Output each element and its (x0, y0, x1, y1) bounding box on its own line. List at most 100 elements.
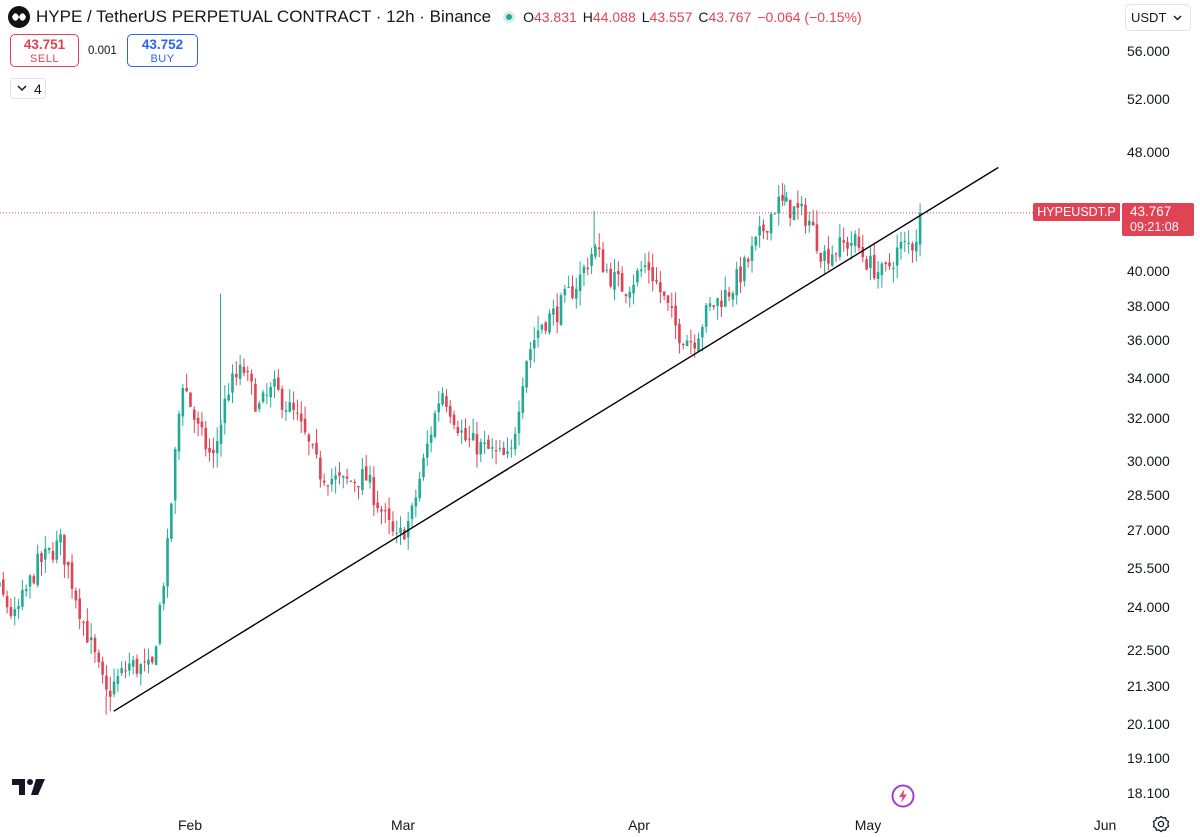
candle-up (341, 476, 345, 478)
trendline[interactable] (113, 166, 999, 712)
candle-up (410, 505, 414, 519)
candle-down (307, 434, 311, 442)
candle-up (162, 586, 166, 604)
candle-up (349, 480, 353, 482)
candle-down (303, 418, 307, 433)
candle-up (483, 442, 486, 445)
candle-up (743, 257, 746, 282)
candle-down (739, 266, 742, 283)
buy-price: 43.752 (141, 37, 184, 52)
candle-down (464, 428, 467, 441)
settings-icon[interactable] (1152, 815, 1170, 833)
chart-area[interactable] (0, 0, 1120, 806)
candle-down (200, 421, 204, 428)
price-change: −0.064 (−0.15%) (757, 9, 862, 25)
candle-up (773, 213, 777, 215)
candle-down (487, 439, 490, 449)
candle-up (785, 197, 788, 202)
last-price-value: 43.767 (1130, 204, 1172, 219)
candle-up (517, 411, 521, 434)
candle-up (441, 393, 444, 405)
candle-up (47, 547, 51, 551)
x-tick-label: Mar (390, 817, 416, 833)
candle-up (853, 234, 857, 246)
ohlc-close: C43.767 (698, 9, 752, 25)
candle-down (380, 509, 383, 512)
candle-down (555, 306, 559, 323)
candle-up (758, 226, 761, 236)
status-dot-icon (503, 11, 516, 23)
candle-down (647, 262, 651, 271)
candle-down (670, 306, 674, 308)
candle-down (322, 480, 326, 483)
candle-down (192, 409, 196, 420)
candle-up (830, 254, 834, 266)
candle-up (590, 254, 593, 266)
candle-up (685, 340, 689, 347)
candle-down (872, 254, 876, 279)
candle-up (36, 553, 39, 586)
symbol-title[interactable]: HYPE / TetherUS PERPETUAL CONTRACT · 12h… (36, 7, 492, 26)
candle-down (376, 502, 379, 509)
candle-down (250, 373, 253, 382)
candle-down (796, 203, 800, 208)
indicators-toggle-button[interactable]: 4 (10, 78, 46, 99)
candle-up (284, 410, 288, 412)
candle-down (468, 438, 471, 440)
candle-down (403, 529, 406, 540)
candle-up (529, 349, 532, 361)
candle-down (5, 595, 9, 608)
candles (0, 183, 922, 715)
currency-value: USDT (1131, 10, 1167, 25)
y-tick-label: 19.100 (1127, 750, 1170, 766)
candle-up (173, 449, 177, 501)
candle-down (617, 271, 620, 275)
candle-down (82, 621, 85, 623)
candle-down (846, 241, 849, 249)
candle-up (754, 236, 758, 246)
candle-up (490, 447, 494, 449)
candle-down (448, 405, 452, 417)
candle-up (716, 298, 719, 306)
candle-up (613, 272, 616, 290)
candle-up (498, 448, 502, 450)
candle-up (548, 313, 551, 333)
y-tick-label: 38.000 (1127, 298, 1170, 314)
candle-up (594, 246, 597, 257)
buy-button[interactable]: 43.752 BUY (127, 34, 198, 67)
candle-up (880, 263, 884, 276)
candle-down (597, 247, 601, 250)
x-tick-label: Apr (628, 817, 650, 833)
candle-down (353, 481, 357, 484)
symbol-price-tag: HYPEUSDT.P (1033, 203, 1120, 221)
candle-up (44, 548, 47, 560)
y-tick-label: 25.500 (1127, 560, 1170, 576)
candle-down (372, 477, 376, 506)
candle-up (540, 324, 544, 330)
candle-down (66, 561, 70, 566)
candle-down (888, 262, 891, 267)
candle-down (189, 392, 192, 407)
candle-up (750, 245, 754, 261)
sell-button[interactable]: 43.751 SELL (10, 34, 79, 67)
candle-down (78, 598, 81, 619)
candle-up (723, 289, 727, 307)
spread-value: 0.001 (88, 45, 117, 57)
flash-icon[interactable] (891, 784, 915, 808)
candle-up (704, 305, 708, 327)
candle-up (808, 220, 811, 226)
candle-down (659, 282, 662, 293)
candle-down (246, 370, 250, 372)
candle-down (662, 291, 666, 296)
candle-up (437, 403, 441, 413)
candle-up (139, 664, 143, 675)
candle-down (108, 690, 112, 697)
candle-up (395, 532, 399, 534)
currency-select[interactable]: USDT (1125, 4, 1191, 31)
candle-down (624, 294, 628, 296)
candle-up (918, 212, 922, 245)
tradingview-logo-icon[interactable] (12, 777, 46, 797)
candle-down (326, 485, 330, 487)
candle-down (865, 259, 868, 270)
